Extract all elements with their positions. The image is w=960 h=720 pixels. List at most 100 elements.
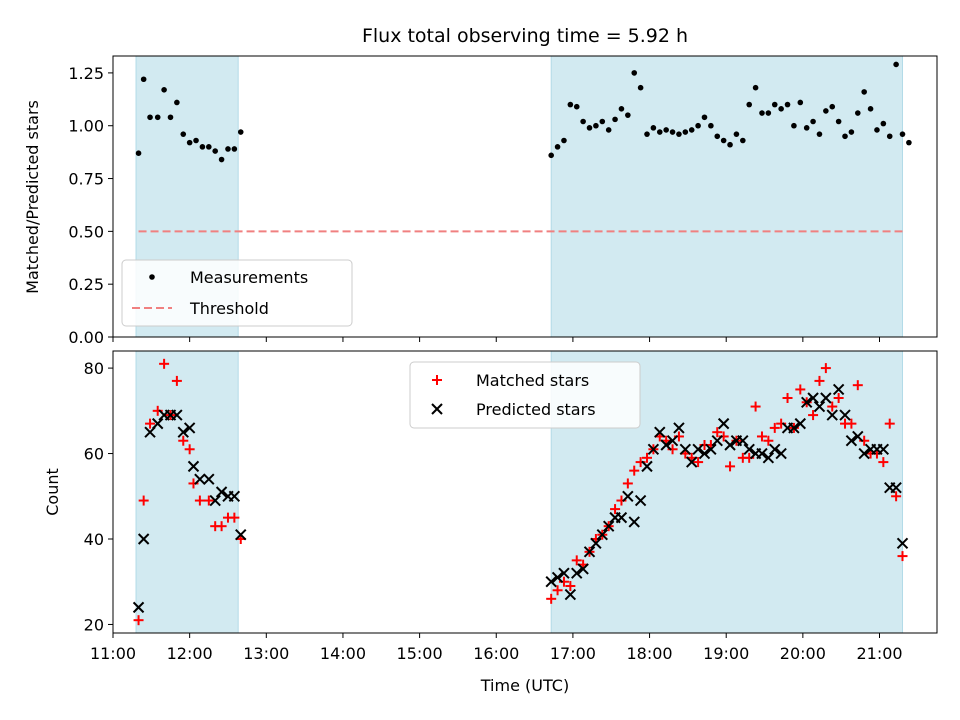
x-tick-label-9: 20:00: [780, 644, 826, 663]
measurement-point: [733, 131, 740, 137]
measurement-point: [810, 118, 816, 125]
predicted-star-point: [194, 473, 206, 485]
matched-star-point: [171, 375, 182, 386]
measurement-point: [899, 131, 906, 137]
x-tick-label-2: 13:00: [243, 644, 289, 663]
y-tick-label-top-2: 0.50: [68, 222, 104, 241]
predicted-star-point: [845, 435, 858, 447]
figure-title: Flux total observing time = 5.92 h: [362, 25, 688, 47]
top-axis-ticks: 0.00 0.25 0.50 0.75 1.00 1.25: [68, 64, 881, 347]
matched-star-point: [629, 465, 640, 476]
top-legend-box: [121, 259, 353, 327]
measurement-point: [212, 148, 219, 154]
measurement-point: [612, 116, 618, 123]
predicted-star-point: [813, 400, 826, 413]
predicted-star-point: [686, 456, 698, 468]
measurement-point: [746, 101, 753, 108]
bottom-legend-box: [409, 361, 641, 429]
measurement-point: [135, 150, 142, 156]
matched-star-point: [203, 495, 214, 506]
x-tick-label-0: 11:00: [90, 644, 136, 663]
bottom-legend: Matched stars Predicted stars: [409, 361, 641, 429]
measurement-point: [644, 131, 650, 137]
predicted-star-point: [203, 473, 215, 485]
x-tick-label-1: 12:00: [167, 644, 213, 663]
measurement-point: [906, 139, 912, 146]
predicted-star-point: [590, 537, 602, 549]
measurement-point: [867, 106, 874, 112]
measurement-point: [880, 120, 887, 127]
measurement-point: [548, 152, 554, 159]
measurement-point: [225, 146, 231, 152]
measurement-point: [618, 106, 625, 112]
measurement-point: [752, 84, 759, 91]
legend-threshold-label: Threshold: [189, 299, 269, 318]
measurement-point: [593, 122, 599, 129]
predicted-star-point: [743, 443, 755, 455]
x-axis-label: Time (UTC): [480, 676, 569, 695]
predicted-star-point: [545, 576, 557, 588]
measurement-point: [154, 114, 161, 121]
measurement-point: [688, 127, 695, 133]
predicted-star-point: [877, 443, 890, 455]
matched-star-point: [820, 363, 831, 374]
measurement-point: [599, 118, 606, 125]
predicted-star-point: [209, 494, 221, 507]
bottom-series-layer: [132, 358, 909, 626]
top-series-layer: [135, 61, 912, 233]
predicted-star-point: [660, 439, 672, 451]
predicted-star-point: [832, 383, 845, 396]
predicted-star-point: [551, 571, 564, 584]
matched-star-point: [878, 457, 889, 468]
measurement-point: [784, 101, 791, 108]
measurement-point: [669, 129, 676, 135]
measurement-point: [854, 110, 861, 116]
measurement-point: [823, 108, 829, 114]
legend-matched-label: Matched stars: [476, 371, 589, 390]
measurement-point: [695, 122, 701, 129]
matched-star-point: [750, 401, 761, 412]
measurement-point: [237, 129, 244, 135]
measurement-point: [740, 137, 746, 144]
predicted-star-point: [839, 409, 851, 421]
matched-star-point: [622, 478, 633, 489]
y-tick-label-top-5: 1.25: [68, 64, 104, 83]
bottom-axis-ticks: 20 40 60 80 11:00 12:00 13:00 14:00 15:00 16:00 17…: [84, 359, 903, 663]
matched-star-point: [552, 585, 563, 596]
legend-predicted-marker: [431, 403, 443, 415]
predicted-star-point: [215, 486, 228, 498]
predicted-star-point: [622, 490, 634, 502]
measurement-point: [803, 125, 810, 131]
matched-star-point: [782, 393, 793, 403]
x-tick-label-8: 19:00: [703, 644, 749, 663]
x-tick-label-10: 21:00: [856, 644, 902, 663]
y-tick-label-bottom-3: 80: [84, 359, 104, 378]
matched-star-point: [145, 418, 156, 429]
legend-predicted-label: Predicted stars: [476, 400, 596, 419]
predicted-star-point: [577, 563, 589, 575]
measurement-point: [650, 125, 657, 131]
predicted-star-point: [673, 422, 685, 434]
matched-star-point: [756, 431, 767, 442]
matched-star-point: [133, 615, 144, 626]
matched-star-point: [891, 491, 902, 502]
y-tick-label-bottom-0: 20: [84, 615, 104, 634]
matched-star-point: [795, 384, 806, 395]
predicted-star-point: [628, 516, 640, 528]
measurement-point: [720, 137, 727, 144]
predicted-star-point: [634, 494, 647, 507]
matched-star-point: [846, 418, 857, 429]
matched-star-point: [827, 401, 838, 412]
predicted-star-point: [852, 430, 864, 443]
measurement-point: [206, 144, 212, 150]
matched-star-point: [693, 457, 704, 468]
matched-star-point: [814, 375, 825, 386]
predicted-star-point: [692, 443, 704, 455]
x-tick-label-3: 14:00: [320, 644, 366, 663]
x-tick-label-5: 16:00: [473, 644, 519, 663]
predicted-star-point: [698, 447, 711, 460]
matched-star-point: [571, 555, 582, 566]
predicted-star-point: [564, 588, 577, 601]
legend-measurements-label: Measurements: [190, 268, 308, 287]
measurement-point: [759, 110, 765, 116]
